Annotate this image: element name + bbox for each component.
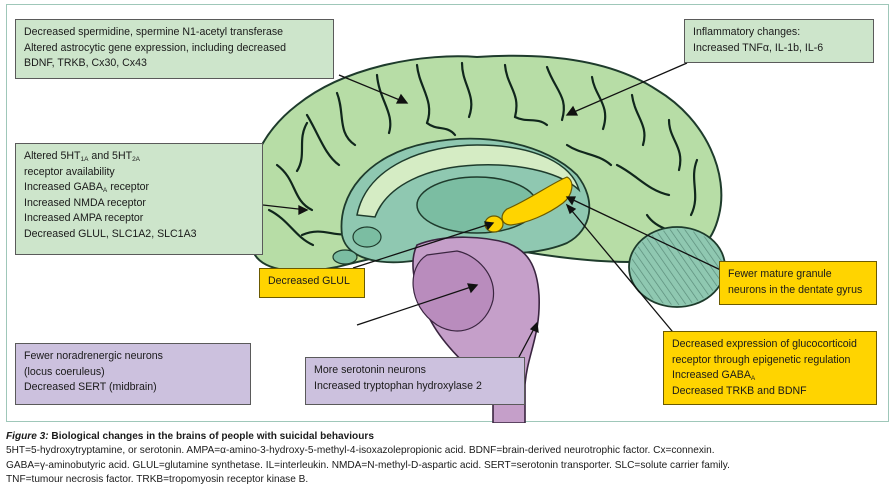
caption-line: 5HT=5-hydroxytryptamine, or serotonin. A… [6,445,715,457]
box-line: Decreased GLUL [268,275,350,287]
box-line: Inflammatory changes: [693,26,801,38]
text-run: Increased GABA [24,181,103,193]
text-run: Increased GABA [672,369,751,381]
text-run: receptor [107,181,150,193]
box-line: Decreased SERT (midbrain) [24,381,157,393]
box-line: Increased GABAA receptor [24,180,254,196]
box-line: Decreased TRKB and BDNF [672,384,807,397]
decreased-glul-box: Decreased GLUL [259,268,365,298]
annotation-arrows [262,62,728,358]
noradrenergic-box: Fewer noradrenergic neurons (locus coeru… [15,343,251,405]
cerebellum [628,226,726,308]
brain-illustration [245,54,728,423]
figure-panel: Decreased spermidine, spermine N1-acetyl… [6,4,889,423]
caption-title: Figure 3: Biological changes in the brai… [6,430,890,444]
subscript: 1A [80,156,89,163]
box-line: neurons in the dentate gyrus [728,283,863,296]
box-line: receptor through epigenetic regulation [672,353,851,366]
text-run: and 5HT [88,150,133,162]
box-line: Fewer mature granule [728,268,832,280]
dentate-gyrus-box: Fewer mature granule neurons in the dent… [719,261,877,305]
box-line: BDNF, TRKB, Cx30, Cx43 [24,57,147,69]
box-line: receptor availability [24,165,115,178]
amygdala [352,226,382,248]
box-line: Increased NMDA receptor [24,196,146,209]
figure-caption: Figure 3: Biological changes in the brai… [6,430,890,488]
caption-line: GABA=γ-aminobutyric acid. GLUL=glutamine… [6,459,730,471]
box-line: Increased tryptophan hydroxylase 2 [314,379,482,392]
temporal-structure [332,249,358,265]
spermidine-astrocytic-box: Decreased spermidine, spermine N1-acetyl… [15,19,334,79]
caption-title-text: Biological changes in the brains of peop… [48,431,374,442]
subscript: A [750,375,756,382]
pons [412,250,495,332]
box-line: Increased AMPA receptor [24,212,144,224]
corpus-callosum [356,144,581,218]
box-line: Increased TNFα, IL-1b, IL-6 [693,41,824,54]
box-line: More serotonin neurons [314,364,426,376]
glucocorticoid-box: Decreased expression of glucocorticoid r… [663,331,877,405]
serotonin-box: More serotonin neurons Increased tryptop… [305,357,525,405]
box-line: (locus coeruleus) [24,365,105,378]
box-line: Decreased spermidine, spermine N1-acetyl… [24,26,284,38]
box-line: Altered astrocytic gene expression, incl… [24,41,287,54]
box-line: Decreased GLUL, SLC1A2, SLC1A3 [24,227,197,240]
cortex-sulci [267,61,699,247]
text-run: Altered 5HT [24,150,81,162]
subscript: A [102,187,108,194]
box-line: Fewer noradrenergic neurons [24,350,163,362]
receptor-changes-box: Altered 5HT1A and 5HT2A receptor availab… [15,143,263,255]
box-line: Increased GABAA [672,368,868,384]
figure-label: Figure 3: [6,431,49,442]
box-line: Decreased expression of glucocorticoid [672,338,857,350]
subscript: 2A [132,156,141,163]
inflammatory-changes-box: Inflammatory changes: Increased TNFα, IL… [684,19,874,63]
box-line: Altered 5HT1A and 5HT2A [24,149,254,165]
caption-line: TNF=tumour necrosis factor. TRKB=tropomy… [6,474,309,486]
hippocampus-highlight [501,176,573,226]
